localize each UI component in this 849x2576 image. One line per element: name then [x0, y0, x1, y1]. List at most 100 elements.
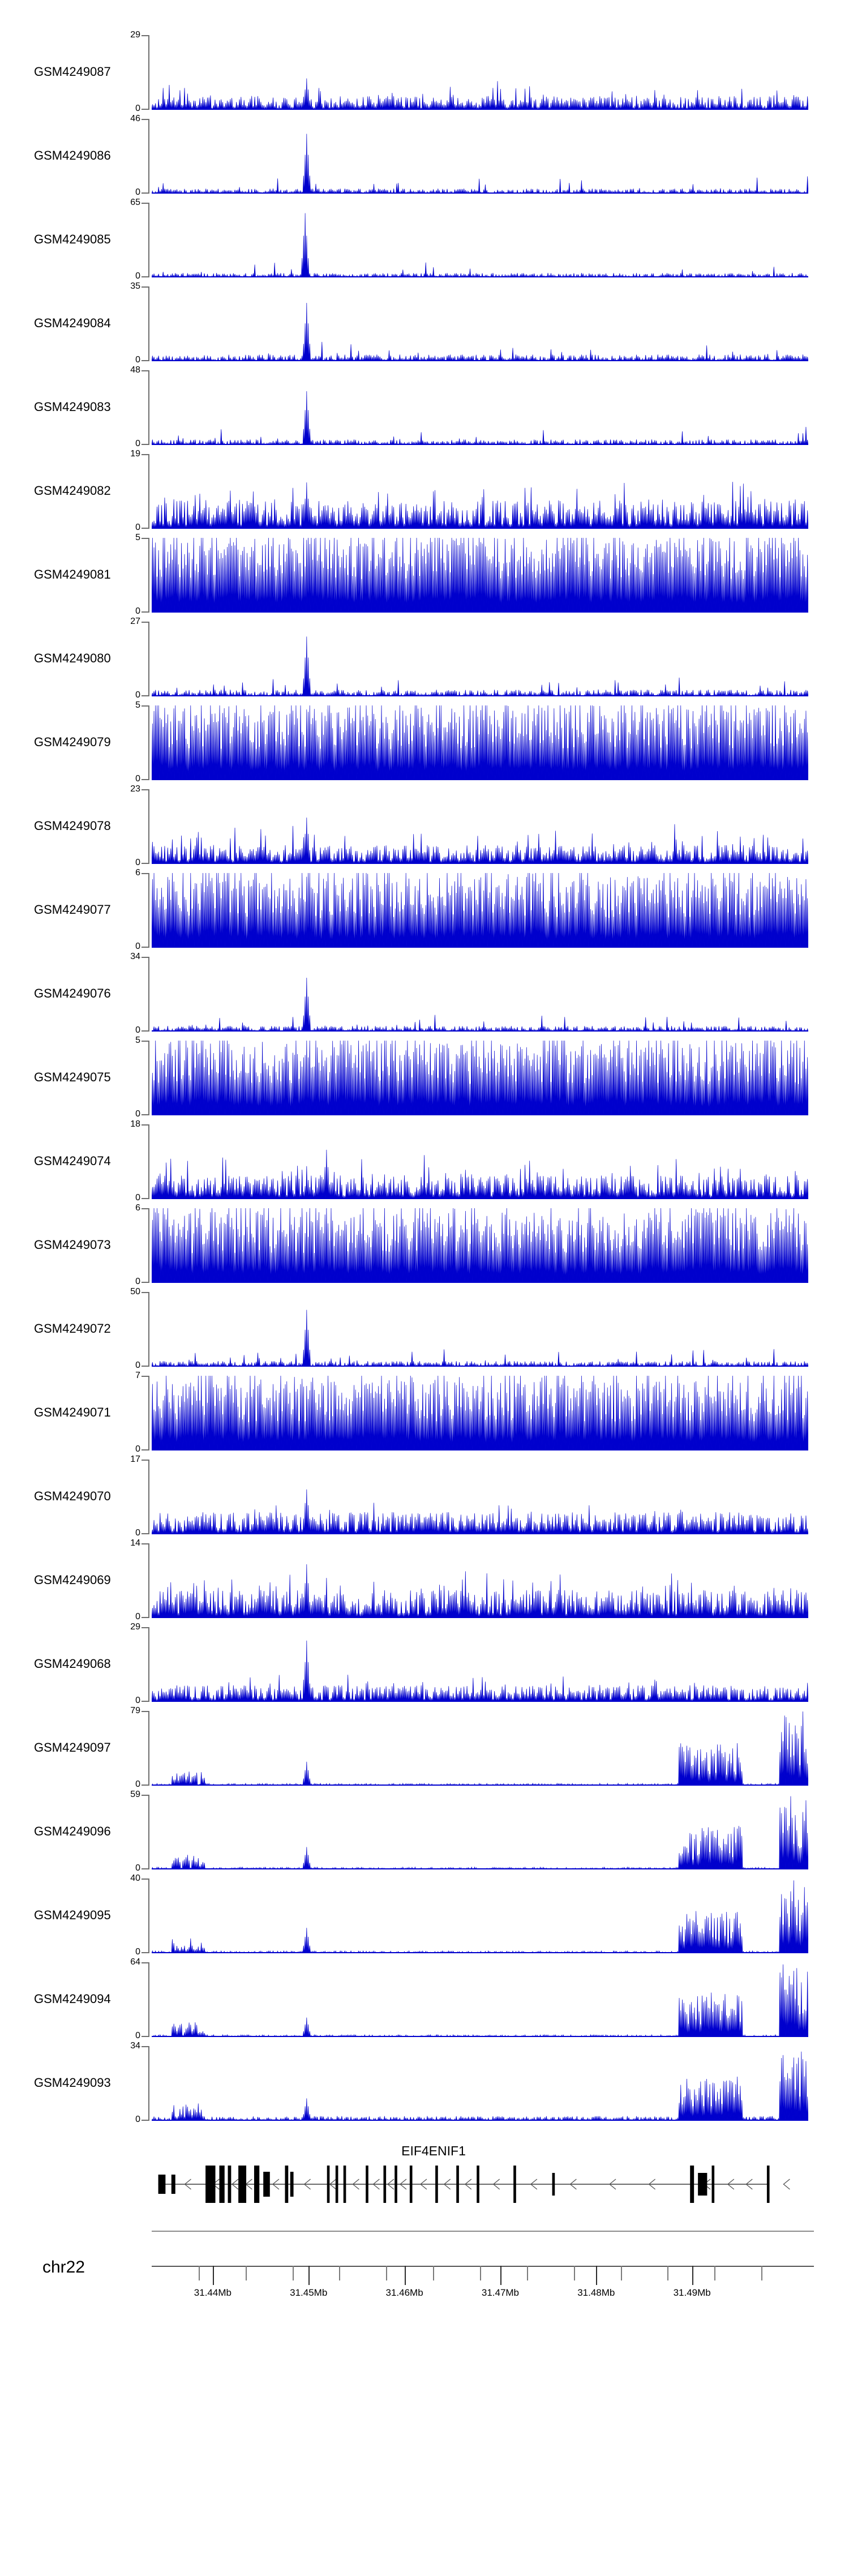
coverage-track[interactable]: GSM4249087 29 0 [0, 30, 849, 113]
coverage-plot[interactable] [152, 35, 808, 110]
coverage-plot[interactable] [152, 1124, 808, 1199]
coverage-plot[interactable] [152, 789, 808, 864]
y-axis-tick-min [142, 1114, 148, 1115]
y-axis-tick-max [142, 1460, 148, 1461]
axis-max-label: 29 [130, 30, 140, 40]
coverage-plot[interactable] [152, 1543, 808, 1618]
coverage-track[interactable]: GSM4249076 34 0 [0, 952, 849, 1035]
genome-axis-minor-tick [339, 2266, 341, 2280]
axis-min-label: 0 [135, 942, 140, 951]
y-axis-tick-min [142, 1449, 148, 1450]
track-label-gsm4249087: GSM4249087 [34, 65, 111, 79]
coverage-plot[interactable] [152, 1795, 808, 1869]
axis-max-label: 17 [130, 1454, 140, 1464]
genome-axis-minor-tick [761, 2266, 763, 2280]
coverage-track[interactable]: GSM4249075 5 0 [0, 1035, 849, 1119]
y-axis-tick-min [142, 779, 148, 780]
y-axis-rule [148, 957, 149, 1032]
coverage-plot[interactable] [152, 873, 808, 948]
y-axis-rule [148, 622, 149, 696]
coverage-plot[interactable] [152, 119, 808, 194]
coverage-track[interactable]: GSM4249086 46 0 [0, 114, 849, 197]
coverage-track[interactable]: GSM4249084 35 0 [0, 281, 849, 365]
coverage-plot[interactable] [152, 1376, 808, 1450]
coverage-track[interactable]: GSM4249093 34 0 [0, 2041, 849, 2124]
track-label-gsm4249093: GSM4249093 [34, 2076, 111, 2090]
y-axis-tick-max [142, 454, 148, 455]
track-label-gsm4249075: GSM4249075 [34, 1070, 111, 1084]
y-axis-tick-min [142, 2120, 148, 2121]
coverage-track[interactable]: GSM4249094 64 0 [0, 1957, 849, 2040]
coverage-track[interactable]: GSM4249069 14 0 [0, 1538, 849, 1621]
coverage-track[interactable]: GSM4249073 6 0 [0, 1203, 849, 1286]
y-axis-rule [148, 1878, 149, 1953]
coverage-plot[interactable] [152, 203, 808, 277]
coverage-plot[interactable] [152, 1041, 808, 1115]
coverage-track[interactable]: GSM4249083 48 0 [0, 365, 849, 448]
coverage-track[interactable]: GSM4249074 18 0 [0, 1119, 849, 1203]
y-axis-rule [148, 1543, 149, 1618]
axis-min-label: 0 [135, 690, 140, 700]
genome-axis-track[interactable]: chr22 31.44Mb 31.45Mb 31.46Mb 31.47Mb 31.48Mb… [0, 2231, 849, 2344]
coverage-track[interactable]: GSM4249077 6 0 [0, 868, 849, 951]
coverage-plot[interactable] [152, 1208, 808, 1283]
y-axis-tick-max [142, 286, 148, 288]
coverage-plot[interactable] [152, 1627, 808, 1702]
coverage-plot[interactable] [152, 1292, 808, 1367]
coverage-track[interactable]: GSM4249096 59 0 [0, 1790, 849, 1873]
genome-axis-major-tick [500, 2266, 501, 2285]
coverage-track[interactable]: GSM4249095 40 0 [0, 1873, 849, 1957]
coverage-track[interactable]: GSM4249097 79 0 [0, 1706, 849, 1789]
coverage-plot[interactable] [152, 2046, 808, 2121]
y-axis-tick-min [142, 109, 148, 110]
coverage-plot[interactable] [152, 957, 808, 1032]
y-axis-rule [148, 1208, 149, 1283]
coverage-plot[interactable] [152, 622, 808, 696]
coverage-track[interactable]: GSM4249082 19 0 [0, 449, 849, 532]
genome-axis-minor-tick [198, 2266, 200, 2280]
y-axis-tick-max [142, 1795, 148, 1796]
track-label-gsm4249083: GSM4249083 [34, 400, 111, 414]
y-axis-tick-min [142, 1701, 148, 1702]
y-axis-tick-max [142, 2046, 148, 2047]
coverage-plot[interactable] [152, 370, 808, 445]
gene-model-track[interactable]: EIF4ENIF1 [0, 2143, 849, 2208]
track-label-gsm4249072: GSM4249072 [34, 1321, 111, 1336]
y-axis-rule [148, 454, 149, 529]
coverage-track[interactable]: GSM4249085 65 0 [0, 198, 849, 281]
coverage-track[interactable]: GSM4249070 17 0 [0, 1454, 849, 1538]
genome-axis-minor-tick [714, 2266, 716, 2280]
coverage-track[interactable]: GSM4249072 50 0 [0, 1287, 849, 1370]
axis-min-label: 0 [135, 1528, 140, 1538]
y-axis-tick-min [142, 444, 148, 445]
coverage-plot[interactable] [152, 1711, 808, 1786]
y-axis-tick-max [142, 1878, 148, 1880]
coverage-plot[interactable] [152, 286, 808, 361]
axis-max-label: 79 [130, 1706, 140, 1715]
coverage-track[interactable]: GSM4249071 7 0 [0, 1371, 849, 1454]
y-axis-rule [148, 1795, 149, 1869]
axis-separator-line [152, 2231, 814, 2232]
coverage-track[interactable]: GSM4249079 5 0 [0, 700, 849, 784]
axis-max-label: 50 [130, 1287, 140, 1296]
axis-min-label: 0 [135, 2031, 140, 2040]
gene-model-svg[interactable] [152, 2162, 808, 2207]
y-axis-tick-max [142, 35, 148, 36]
gene-name-label: EIF4ENIF1 [401, 2143, 466, 2158]
coverage-plot[interactable] [152, 538, 808, 613]
coverage-plot[interactable] [152, 1878, 808, 1953]
coverage-track[interactable]: GSM4249080 27 0 [0, 617, 849, 700]
coverage-plot[interactable] [152, 1962, 808, 2037]
coverage-track[interactable]: GSM4249078 23 0 [0, 784, 849, 867]
y-axis-rule [148, 1460, 149, 1534]
coverage-track[interactable]: GSM4249068 29 0 [0, 1622, 849, 1705]
coverage-plot[interactable] [152, 454, 808, 529]
coverage-plot[interactable] [152, 705, 808, 780]
axis-min-label: 0 [135, 1612, 140, 1621]
coverage-plot[interactable] [152, 1460, 808, 1534]
axis-max-label: 5 [135, 700, 140, 710]
coverage-track[interactable]: GSM4249081 5 0 [0, 533, 849, 616]
y-axis-tick-max [142, 1292, 148, 1293]
axis-min-label: 0 [135, 2115, 140, 2124]
genome-axis-tick-label: 31.45Mb [290, 2287, 328, 2298]
